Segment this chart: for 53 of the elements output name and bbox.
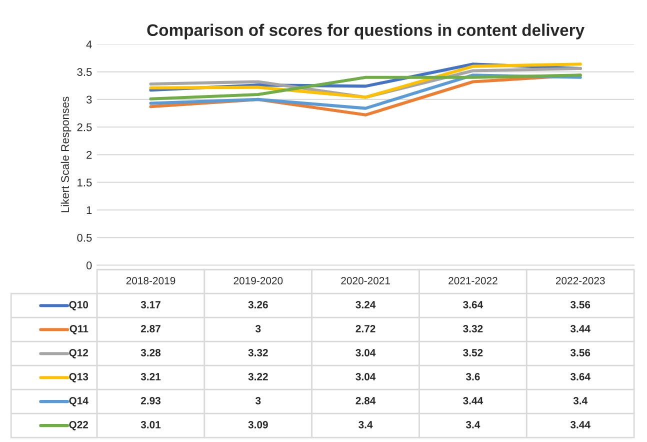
legend-label: Q11	[70, 325, 88, 334]
data-label: 3.44	[570, 421, 590, 428]
chart-title: Comparison of scores for questions in content delivery	[147, 24, 585, 40]
data-label: 3.28	[140, 349, 161, 356]
x-tick-label: 2020-2021	[341, 277, 390, 284]
data-label: 3.56	[570, 301, 590, 308]
data-label: 3.64	[463, 301, 484, 308]
y-tick-label: 1	[86, 206, 92, 214]
data-label: 3.52	[463, 349, 483, 356]
data-label: 2.84	[356, 397, 376, 404]
y-tick-label: 0	[86, 261, 92, 270]
data-label: 3.4	[466, 421, 480, 428]
data-label: 3.09	[248, 421, 268, 428]
y-tick-label: 1.5	[78, 178, 92, 186]
data-label: 3.6	[466, 373, 480, 380]
data-label: 3.04	[356, 373, 376, 380]
y-tick-label: 2.5	[77, 123, 92, 132]
y-tick-label: 4	[86, 40, 92, 48]
y-tick-label: 3	[86, 96, 92, 104]
line-series	[149, 74, 582, 100]
x-tick-label: 2022-2023	[556, 277, 605, 284]
data-label: 3.24	[356, 301, 376, 308]
data-label: 3	[255, 397, 261, 404]
y-tick-label: 2	[86, 150, 92, 159]
data-label: 3	[255, 325, 261, 332]
y-tick-label: 3.5	[77, 68, 92, 76]
data-label: 2.72	[356, 325, 376, 332]
data-label: 3.21	[140, 373, 161, 380]
legend-label: Q10	[69, 301, 88, 310]
data-label: 3.56	[570, 349, 590, 356]
data-label: 2.87	[140, 325, 160, 332]
y-tick-label: 0.5	[77, 234, 92, 242]
data-label: 3.04	[356, 349, 376, 356]
y-axis-title: Likert Scale Responses	[60, 96, 72, 212]
legend-label: Q14	[69, 397, 88, 406]
data-label: 3.17	[140, 301, 160, 308]
data-label: 3.4	[358, 421, 373, 428]
legend-label: Q13	[69, 373, 88, 382]
data-label: 3.32	[463, 325, 483, 332]
data-label: 3.44	[570, 325, 590, 332]
data-label: 3.64	[570, 373, 590, 380]
x-tick-label: 2018-2019	[126, 277, 176, 284]
data-label: 3.01	[140, 421, 161, 428]
data-label: 2.93	[140, 397, 161, 404]
data-label: 3.26	[248, 301, 268, 308]
legend-label: Q22	[69, 421, 88, 430]
x-tick-label: 2019-2020	[234, 277, 283, 284]
data-label: 3.44	[463, 397, 484, 404]
data-label: 3.32	[248, 349, 268, 356]
legend-label: Q12	[69, 349, 88, 358]
data-label: 3.22	[248, 373, 268, 380]
x-tick-label: 2021-2022	[448, 277, 498, 284]
data-label: 3.4	[573, 397, 588, 404]
